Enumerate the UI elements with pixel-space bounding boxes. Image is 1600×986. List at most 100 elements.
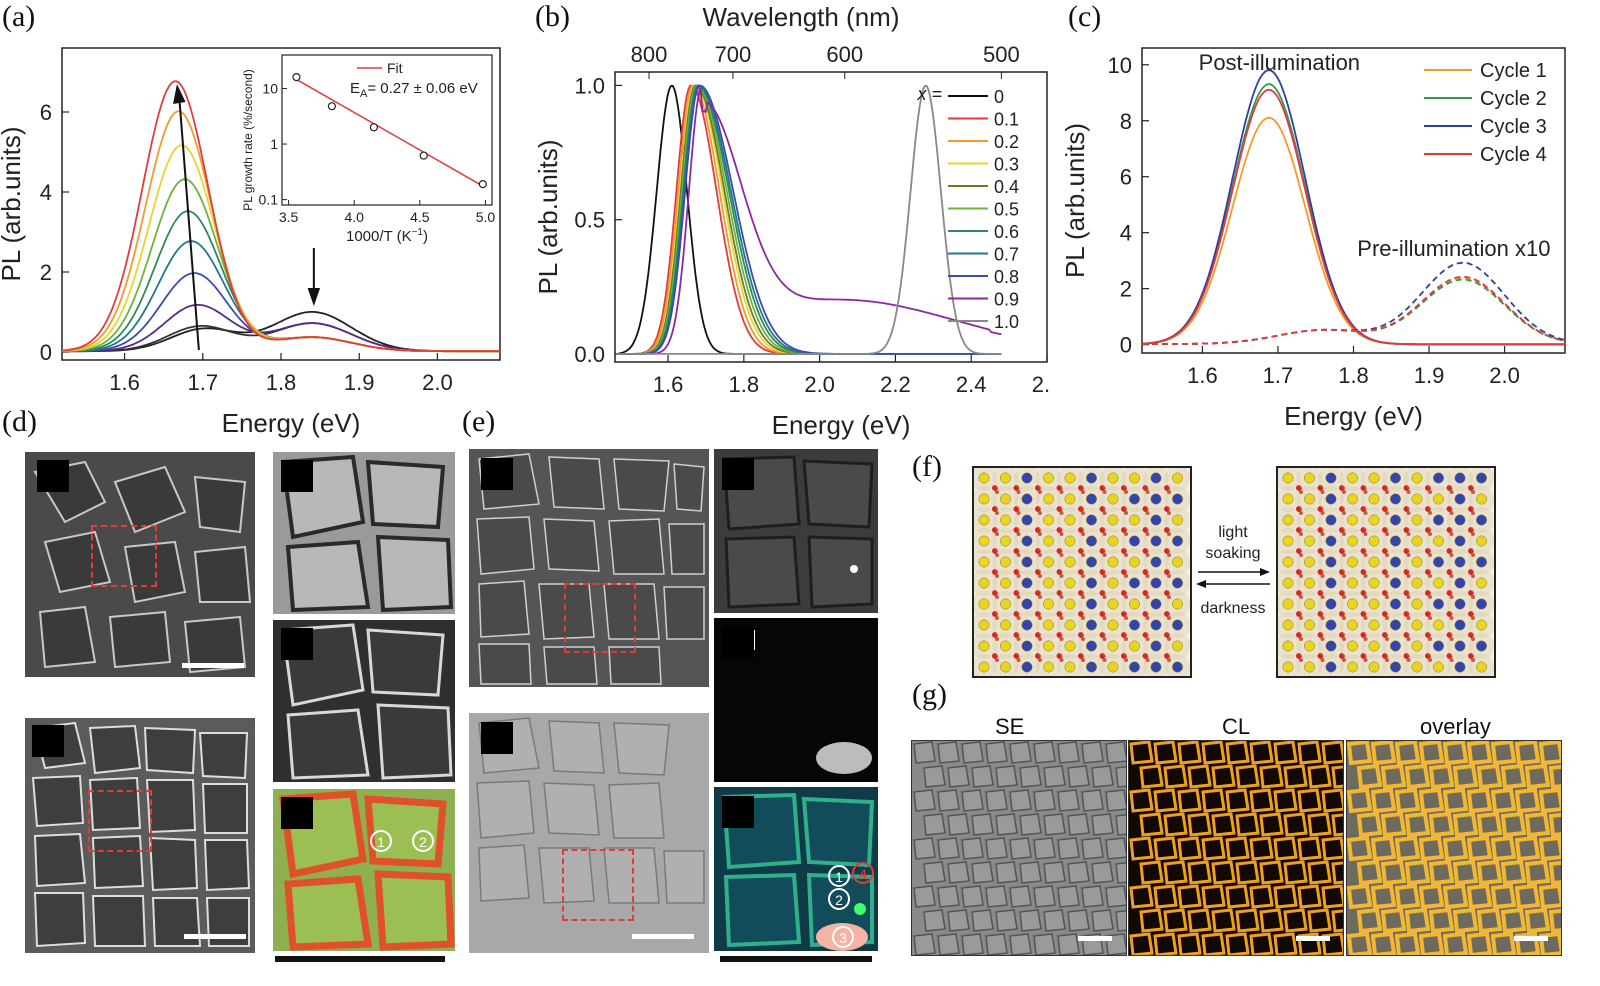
panel-letter-c: (c) (1068, 0, 1102, 33)
lattice-molecule (992, 632, 998, 638)
cl-boundary (1153, 884, 1178, 909)
lattice-molecule (1339, 506, 1345, 512)
grain (1033, 741, 1056, 764)
grain (913, 837, 936, 860)
overlay-boundary (1370, 787, 1397, 814)
lattice-molecule (1013, 590, 1020, 596)
lattice-molecule-2 (1363, 658, 1368, 662)
overlay-boundary (1490, 787, 1517, 814)
lattice-molecule-2 (1167, 490, 1171, 494)
cl-boundary (1225, 836, 1250, 861)
lattice-atom (1172, 472, 1183, 484)
chart-c-svg: 1.6 1.7 1.8 1.9 2.0 0 2 4 6 8 10 Energy (eV) PL (arb… (1060, 47, 1566, 431)
lattice-atom (1107, 640, 1119, 652)
lattice-atom (1304, 619, 1315, 631)
grain (1057, 837, 1080, 860)
lattice-molecule-2 (1363, 532, 1368, 536)
grain (947, 861, 970, 884)
overlay-boundary (1428, 907, 1455, 934)
cl-boundary (1153, 788, 1178, 813)
lattice-atom (1129, 535, 1140, 547)
lattice-molecule (1035, 506, 1041, 512)
grain (971, 765, 994, 788)
lattice-molecule-2 (1342, 616, 1346, 620)
lattice-molecule (992, 653, 998, 659)
lattice-molecule-2 (1167, 553, 1171, 557)
legend-label: Cycle 3 (1480, 116, 1547, 138)
legend-label: 0.5 (994, 200, 1019, 220)
grain (937, 837, 960, 860)
lattice-molecule-2 (1406, 574, 1411, 578)
grain (1091, 765, 1114, 788)
lattice-atom (1107, 619, 1119, 631)
cl-boundary (1321, 741, 1343, 765)
overlay-boundary (1548, 860, 1561, 886)
y-axis-label: PL (arb.units) (533, 139, 563, 294)
lattice-atom (1433, 556, 1444, 568)
grain (923, 765, 946, 788)
lattice-atom (978, 493, 990, 505)
lattice-atom (1150, 535, 1162, 547)
lattice-molecule-2 (1299, 553, 1303, 557)
f-label-darkness: darkness (1201, 600, 1266, 617)
grain (1019, 813, 1042, 836)
lattice-molecule (1164, 569, 1170, 575)
lattice-atom (1107, 598, 1119, 610)
lattice-molecule-2 (1081, 616, 1085, 620)
lattice-molecule (1013, 527, 1020, 533)
lattice-atom (1064, 493, 1076, 505)
overlay-boundary (1370, 835, 1397, 862)
lattice-atom (1368, 493, 1380, 505)
lattice-atom (1347, 619, 1358, 631)
g-label-overlay: overlay (1420, 714, 1491, 739)
inset-x-label-sup: −1 (412, 227, 424, 238)
lattice-atom (1043, 640, 1054, 652)
y-tick-label: 10 (1108, 53, 1132, 78)
lattice-atom (1086, 556, 1097, 568)
lattice-molecule-2 (1385, 553, 1389, 557)
lattice-molecule-2 (1449, 616, 1454, 620)
overlay-boundary (1538, 787, 1561, 814)
e-circle-4: 4 (852, 862, 874, 884)
e-label-box-1 (481, 458, 513, 490)
lattice-molecule (1446, 590, 1453, 596)
grain (913, 741, 936, 764)
lattice-atom (1064, 661, 1076, 673)
cl-boundary (1225, 884, 1250, 909)
cl-boundary (1201, 884, 1226, 909)
legend-label: 0.3 (994, 155, 1019, 175)
lattice-molecule (1078, 611, 1084, 617)
grain (1115, 910, 1126, 932)
lattice-molecule-2 (995, 574, 999, 578)
lattice-molecule (1035, 632, 1041, 638)
cl-boundary (1187, 908, 1212, 933)
grain (1057, 933, 1080, 955)
lattice-molecule (1078, 485, 1084, 491)
grain (1043, 861, 1066, 884)
lattice-atom (1021, 577, 1033, 589)
lattice-molecule (1446, 653, 1453, 659)
lattice-molecule-2 (1059, 616, 1064, 620)
lattice-molecule-2 (1145, 574, 1150, 578)
lattice-atom (1064, 556, 1076, 568)
e-roi-box-1 (564, 583, 636, 653)
cl-boundary (1273, 836, 1298, 861)
overlay-boundary (1500, 859, 1527, 886)
lattice-atom (1000, 577, 1011, 589)
inset-y-label: PL growth rate (%/second) (241, 69, 255, 211)
lattice-molecule (1296, 569, 1302, 575)
lattice-atom (1390, 661, 1401, 673)
cl-boundary (1297, 788, 1322, 813)
overlay-boundary (1418, 835, 1445, 862)
lattice-molecule-2 (1059, 595, 1064, 599)
d-sem-bottom (25, 718, 255, 953)
lattice-atom (1000, 535, 1011, 547)
lattice-molecule-2 (1102, 490, 1107, 494)
lattice-molecule-2 (1167, 532, 1171, 536)
overlay-boundary (1548, 908, 1561, 934)
lattice-atom (1304, 577, 1315, 589)
lattice-molecule (1403, 485, 1410, 491)
lattice-molecule (1164, 548, 1170, 554)
d-roi-box-1 (91, 525, 157, 587)
x-tick-label: 1.8 (266, 370, 297, 395)
